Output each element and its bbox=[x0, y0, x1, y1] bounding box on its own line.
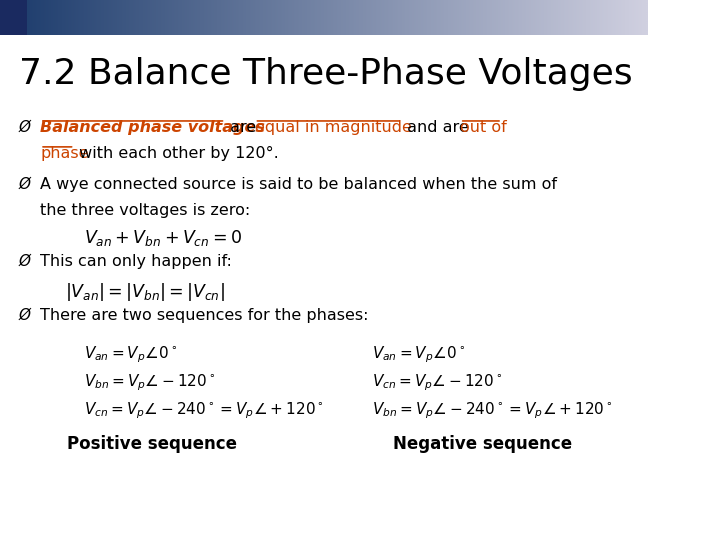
Text: $V_{an} = V_p\angle 0^\circ$: $V_{an} = V_p\angle 0^\circ$ bbox=[372, 345, 466, 365]
Text: out of: out of bbox=[460, 120, 507, 135]
Text: Negative sequence: Negative sequence bbox=[393, 435, 572, 453]
Bar bbox=[0, 0, 27, 35]
Text: Ø: Ø bbox=[18, 308, 30, 323]
Text: $V_{an} = V_p\angle 0^\circ$: $V_{an} = V_p\angle 0^\circ$ bbox=[84, 345, 177, 365]
Text: with each other by 120°.: with each other by 120°. bbox=[74, 146, 279, 161]
Text: Ø: Ø bbox=[18, 254, 30, 269]
Text: A wye connected source is said to be balanced when the sum of: A wye connected source is said to be bal… bbox=[40, 177, 557, 192]
Text: This can only happen if:: This can only happen if: bbox=[40, 254, 232, 269]
Text: 7.2 Balance Three-Phase Voltages: 7.2 Balance Three-Phase Voltages bbox=[19, 57, 633, 91]
Text: $V_{bn} = V_p\angle -120^\circ$: $V_{bn} = V_p\angle -120^\circ$ bbox=[84, 373, 216, 393]
Text: $|V_{an}| = |V_{bn}| = |V_{cn}|$: $|V_{an}| = |V_{bn}| = |V_{cn}|$ bbox=[65, 281, 225, 303]
Text: $V_{an} + V_{bn} + V_{cn} = 0$: $V_{an} + V_{bn} + V_{cn} = 0$ bbox=[84, 228, 242, 248]
Text: Ø: Ø bbox=[18, 120, 30, 135]
Text: $V_{bn} = V_p\angle -240^\circ = V_p\angle +120^\circ$: $V_{bn} = V_p\angle -240^\circ = V_p\ang… bbox=[372, 401, 613, 421]
Text: are: are bbox=[225, 120, 262, 135]
Text: equal in magnitude: equal in magnitude bbox=[255, 120, 411, 135]
Text: phase: phase bbox=[40, 146, 89, 161]
Text: $V_{cn} = V_p\angle -240^\circ = V_p\angle +120^\circ$: $V_{cn} = V_p\angle -240^\circ = V_p\ang… bbox=[84, 401, 324, 421]
Text: and are: and are bbox=[402, 120, 474, 135]
Text: Balanced phase voltages: Balanced phase voltages bbox=[40, 120, 265, 135]
Text: Ø: Ø bbox=[18, 177, 30, 192]
Text: $V_{cn} = V_p\angle -120^\circ$: $V_{cn} = V_p\angle -120^\circ$ bbox=[372, 373, 503, 393]
Text: Positive sequence: Positive sequence bbox=[67, 435, 237, 453]
Text: the three voltages is zero:: the three voltages is zero: bbox=[40, 202, 251, 218]
Text: There are two sequences for the phases:: There are two sequences for the phases: bbox=[40, 308, 369, 323]
